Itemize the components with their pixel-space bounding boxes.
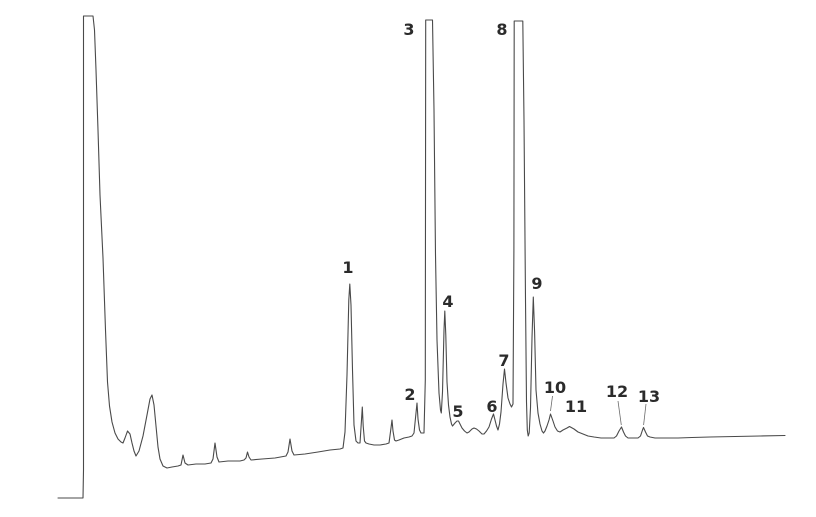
peak-label-12: 12 — [606, 382, 628, 401]
peak-leader-lines — [550, 395, 647, 426]
peak-label-13: 13 — [638, 387, 660, 406]
leader-line-peak-10 — [550, 395, 553, 412]
peak-label-6: 6 — [486, 397, 497, 416]
peak-label-2: 2 — [404, 385, 415, 404]
peak-label-10: 10 — [544, 378, 566, 397]
leader-line-peak-12 — [617, 400, 622, 426]
trace-line — [57, 15, 786, 499]
peak-label-5: 5 — [452, 402, 463, 421]
leader-line-peak-13 — [643, 403, 647, 426]
peak-label-1: 1 — [342, 258, 353, 277]
peak-label-7: 7 — [498, 351, 509, 370]
peak-label-3: 3 — [403, 20, 414, 39]
peak-label-4: 4 — [442, 292, 453, 311]
peak-label-11: 11 — [565, 397, 587, 416]
peak-label-9: 9 — [531, 274, 542, 293]
peak-label-8: 8 — [496, 20, 507, 39]
chromatogram-trace — [57, 15, 786, 499]
